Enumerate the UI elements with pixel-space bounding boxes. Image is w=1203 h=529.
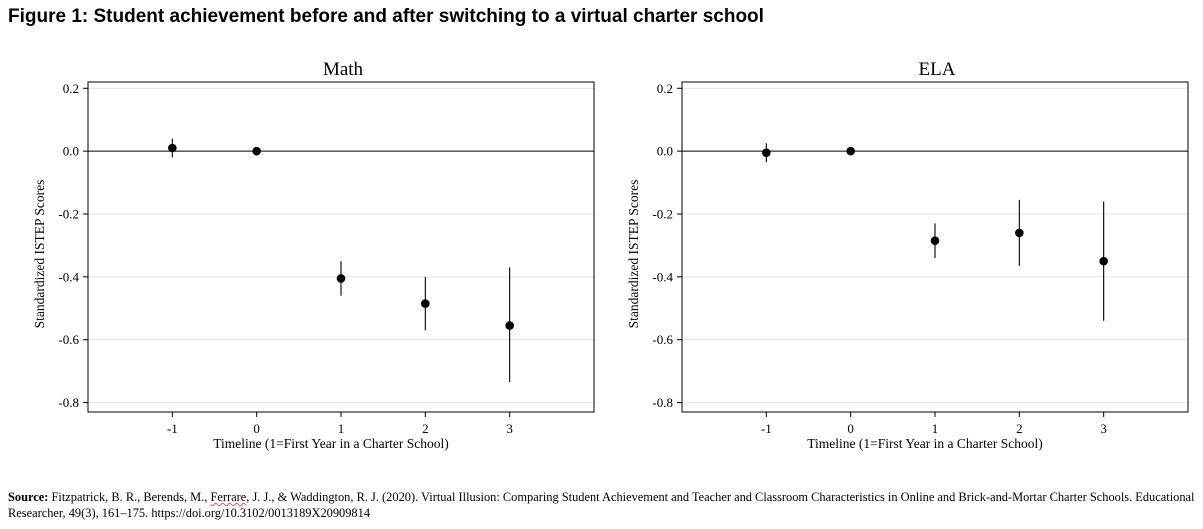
- source-note: Source: Fitzpatrick, B. R., Berends, M.,…: [8, 489, 1198, 521]
- x-axis-label: Timeline (1=First Year in a Charter Scho…: [213, 436, 448, 451]
- plot-frame: [87, 81, 595, 413]
- x-tick-label: -1: [761, 421, 772, 436]
- data-point: [505, 321, 514, 330]
- y-axis-label: Standardized ISTEP Scores: [32, 180, 47, 329]
- x-tick-label: 1: [338, 421, 345, 436]
- data-point: [1099, 256, 1108, 266]
- x-tick-label: 0: [847, 421, 854, 436]
- y-tick-label: -0.6: [652, 332, 673, 347]
- data-point: [252, 146, 261, 156]
- chart-title: ELA: [919, 59, 956, 80]
- y-tick-label: 0.2: [657, 81, 673, 96]
- chart-title: Math: [323, 59, 364, 80]
- figure-title: Figure 1: Student achievement before and…: [8, 6, 764, 27]
- x-axis-label: Timeline (1=First Year in a Charter Scho…: [807, 436, 1042, 451]
- source-text-1: Fitzpatrick, B. R., Berends, M.,: [48, 490, 211, 504]
- y-axis-label: Standardized ISTEP Scores: [626, 180, 641, 329]
- data-point: [1015, 228, 1024, 238]
- y-tick-label: 0.2: [63, 81, 79, 96]
- y-tick-label: -0.2: [58, 207, 79, 222]
- data-point: [421, 299, 430, 308]
- data-point: [336, 274, 346, 283]
- y-tick-label: 0.0: [63, 144, 79, 159]
- math-chart: 0.2 0.0 -0.2 -0.4 -0.6 -0.8 -1 0 1 2 3 Math Timeline…: [32, 59, 595, 451]
- x-tick-label: 2: [422, 421, 429, 436]
- y-tick-label: -0.4: [58, 269, 79, 284]
- x-tick-label: 1: [932, 421, 939, 436]
- ela-chart: 0.2 0.0 -0.2 -0.4 -0.6 -0.8 -1 0 1 2 3 ELA Timeline …: [626, 59, 1189, 451]
- x-tick-label: 2: [1016, 421, 1023, 436]
- x-tick-label: 3: [1100, 421, 1107, 436]
- source-text-2: , J. J., & Waddington, R. J. (2020). Vir…: [8, 490, 1195, 520]
- data-point: [846, 146, 855, 156]
- y-tick-label: -0.4: [652, 269, 673, 284]
- source-author-highlight: Ferrare: [210, 490, 247, 504]
- x-tick-label: 3: [506, 421, 513, 436]
- y-tick-label: -0.8: [58, 395, 79, 410]
- x-tick-label: 0: [253, 421, 260, 436]
- data-point: [168, 143, 177, 153]
- data-point: [762, 148, 771, 158]
- y-tick-label: 0.0: [657, 144, 673, 159]
- source-label: Source:: [8, 490, 49, 504]
- y-tick-label: -0.6: [58, 332, 79, 347]
- data-point: [930, 236, 940, 246]
- y-tick-label: -0.2: [652, 207, 673, 222]
- x-tick-label: -1: [167, 421, 178, 436]
- y-tick-label: -0.8: [652, 395, 673, 410]
